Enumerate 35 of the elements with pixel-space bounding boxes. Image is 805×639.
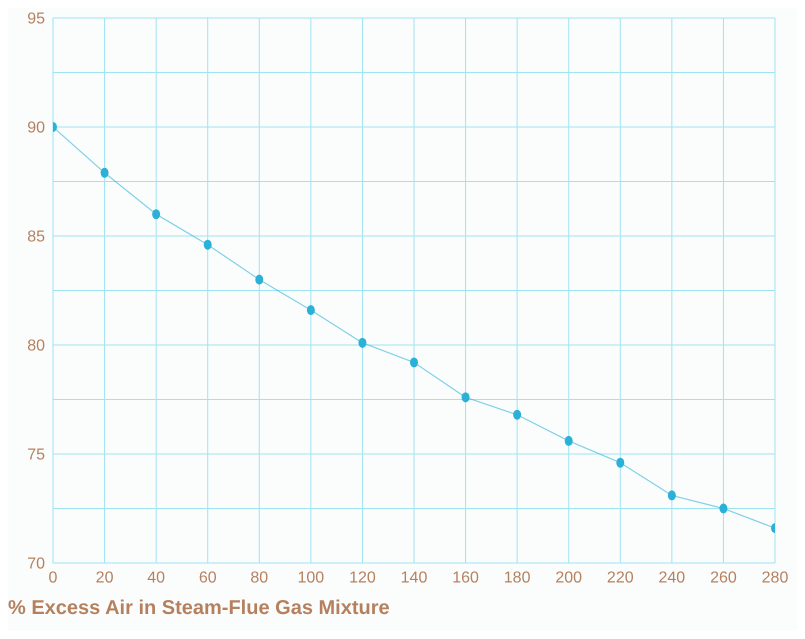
point: [358, 338, 366, 348]
x-axis-title: % Excess Air in Steam-Flue Gas Mixture: [8, 597, 391, 620]
y-tick-label: 70: [27, 556, 46, 573]
y-tick-label: 85: [27, 228, 46, 246]
x-tick-label: 140: [400, 569, 428, 586]
y-tick-label: 90: [27, 120, 46, 137]
point: [564, 436, 573, 446]
x-tick-label: 160: [452, 569, 480, 586]
point: [616, 458, 624, 468]
point: [668, 490, 676, 500]
y-tick-label: 75: [27, 446, 46, 464]
point: [719, 504, 728, 514]
x-tick-label: 60: [198, 569, 217, 586]
x-tick-label: 80: [250, 569, 268, 586]
point: [513, 410, 522, 420]
x-tick-label: 260: [710, 569, 737, 586]
x-tick-label: 180: [504, 569, 531, 586]
x-tick-label: 40: [147, 569, 166, 586]
point: [255, 274, 264, 285]
point: [306, 305, 315, 316]
x-tick-label: 120: [349, 569, 376, 586]
x-tick-label: 240: [658, 569, 686, 586]
y-tick-label: 80: [27, 338, 46, 355]
x-tick-label: 200: [555, 569, 582, 586]
point: [100, 168, 109, 178]
x-tick-label: 100: [298, 569, 324, 586]
point: [152, 209, 160, 220]
point: [410, 357, 418, 368]
x-tick-label: 20: [96, 569, 114, 586]
x-tick-label: 280: [762, 569, 788, 586]
point: [204, 240, 212, 250]
point: [462, 392, 470, 402]
x-tick-label: 0: [48, 569, 58, 586]
y-tick-label: 95: [27, 10, 46, 28]
x-tick-label: 220: [606, 569, 634, 586]
